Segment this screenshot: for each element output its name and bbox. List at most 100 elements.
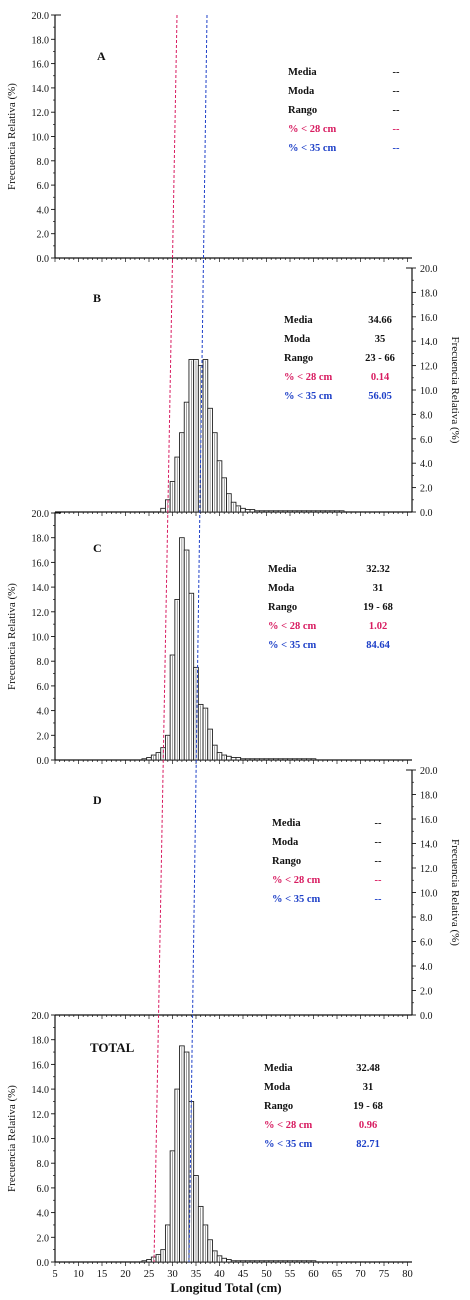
panel-c: 0.0 2.0 4.0 6.0 8.0 10.0 12.0 14.0 16.0 18.0 20.0 F… [6, 509, 412, 767]
x-tick-label: 15 [97, 1269, 108, 1280]
y-tick-label: 6.0 [420, 938, 433, 949]
stat-value: 19 - 68 [353, 1101, 383, 1112]
stat-label: Moda [284, 334, 311, 345]
y-tick-label: 2.0 [420, 484, 433, 495]
stat-label: Rango [268, 602, 297, 613]
y-tick-label: 16.0 [32, 558, 50, 569]
y-tick-label: 4.0 [37, 707, 50, 718]
panel-letter: A [97, 49, 106, 63]
histogram-bar [277, 1260, 284, 1263]
stat-label: % < 35 cm [288, 143, 337, 154]
histogram-bar [244, 1260, 251, 1263]
histogram-bar [268, 510, 275, 513]
y-tick-label: 10.0 [32, 133, 50, 144]
x-tick-label: 55 [285, 1269, 296, 1280]
stat-label: % < 28 cm [272, 875, 321, 886]
histogram-bar [306, 510, 312, 513]
histogram-bar [291, 758, 298, 761]
histogram-bar [320, 510, 326, 513]
panel-letter: B [93, 291, 101, 305]
y-tick-label: 18.0 [420, 791, 438, 802]
stat-value: -- [375, 837, 382, 848]
y-tick-label: 0.0 [37, 756, 50, 767]
histogram-bar [291, 1260, 298, 1263]
x-tick-label: 80 [402, 1269, 413, 1280]
histogram-bar [160, 507, 166, 513]
x-tick-label: 5 [52, 1269, 57, 1280]
y-tick-label: 10.0 [420, 386, 438, 397]
histogram-bar [301, 510, 307, 513]
stat-value: 82.71 [356, 1139, 380, 1150]
stat-label: % < 28 cm [268, 621, 317, 632]
x-tick-label: 65 [332, 1269, 343, 1280]
histogram-bar [141, 1260, 148, 1263]
stat-label: % < 35 cm [264, 1139, 313, 1150]
stat-value: 23 - 66 [365, 353, 395, 364]
stat-value: 19 - 68 [363, 602, 393, 613]
x-tick-label: 75 [379, 1269, 390, 1280]
stat-label: % < 35 cm [284, 391, 333, 402]
reference-line-28cm [153, 14, 178, 1263]
reference-line-35cm [188, 14, 208, 1263]
y-tick-label: 0.0 [420, 508, 433, 519]
histogram-bar [254, 510, 260, 513]
y-tick-label: 14.0 [420, 337, 438, 348]
histogram-bar [230, 757, 237, 761]
stat-label: Moda [268, 583, 295, 594]
y-tick-label: 18.0 [32, 35, 50, 46]
x-tick-label: 45 [238, 1269, 249, 1280]
stat-label: Moda [288, 86, 315, 97]
histogram-bar [235, 757, 242, 761]
stat-value: -- [375, 856, 382, 867]
y-tick-label: 16.0 [32, 60, 50, 71]
histogram-bar [268, 1260, 275, 1263]
stat-label: Media [284, 315, 313, 326]
y-tick-label: 2.0 [420, 987, 433, 998]
y-tick-label: 0.0 [37, 254, 50, 265]
histogram-bar [301, 758, 307, 761]
histogram-bar [240, 1260, 246, 1263]
stat-label: Rango [284, 353, 313, 364]
histogram-bar [324, 510, 331, 513]
histogram-bar [263, 758, 270, 761]
histogram-bar [254, 758, 260, 761]
histogram-bar [310, 510, 317, 513]
histogram-bar [296, 510, 303, 513]
y-tick-label: 0.0 [37, 1258, 50, 1269]
histogram-bar [259, 758, 265, 761]
y-tick-label: 8.0 [37, 1159, 50, 1170]
panel-a: 0.0 2.0 4.0 6.0 8.0 10.0 12.0 14.0 16.0 18.0 20.0 F… [6, 11, 412, 265]
y-tick-label: 10.0 [420, 889, 438, 900]
histogram-bar [301, 1260, 307, 1263]
stat-value: 1.02 [369, 621, 387, 632]
y-tick-label: 8.0 [37, 657, 50, 668]
y-tick-label: 10.0 [32, 1135, 50, 1146]
stat-label: Rango [264, 1101, 293, 1112]
histogram-bar [268, 758, 275, 761]
stat-label: Media [288, 67, 317, 78]
y-tick-label: 8.0 [37, 157, 50, 168]
y-tick-label: 14.0 [32, 1085, 50, 1096]
histogram-bar [259, 510, 265, 513]
stat-label: % < 28 cm [264, 1120, 313, 1131]
stat-value: 34.66 [368, 315, 392, 326]
stat-label: Moda [272, 837, 299, 848]
y-tick-label: 10.0 [32, 633, 50, 644]
y-tick-label: 16.0 [420, 815, 438, 826]
y-tick-label: 2.0 [37, 731, 50, 742]
y-tick-label: 18.0 [32, 534, 50, 545]
stat-label: % < 35 cm [268, 640, 317, 651]
y-tick-label: 18.0 [420, 288, 438, 299]
y-tick-label: 4.0 [420, 962, 433, 973]
histogram-bar [329, 510, 336, 513]
y-tick-label: 16.0 [32, 1060, 50, 1071]
stat-value: 31 [363, 1082, 374, 1093]
histogram-bar [240, 507, 246, 513]
histogram-bar [282, 758, 289, 761]
histogram-bar [291, 510, 298, 513]
histogram-bar [306, 1260, 312, 1263]
histogram-bar [287, 1260, 293, 1263]
histogram-bar [277, 758, 284, 761]
y-tick-label: 6.0 [37, 181, 50, 192]
